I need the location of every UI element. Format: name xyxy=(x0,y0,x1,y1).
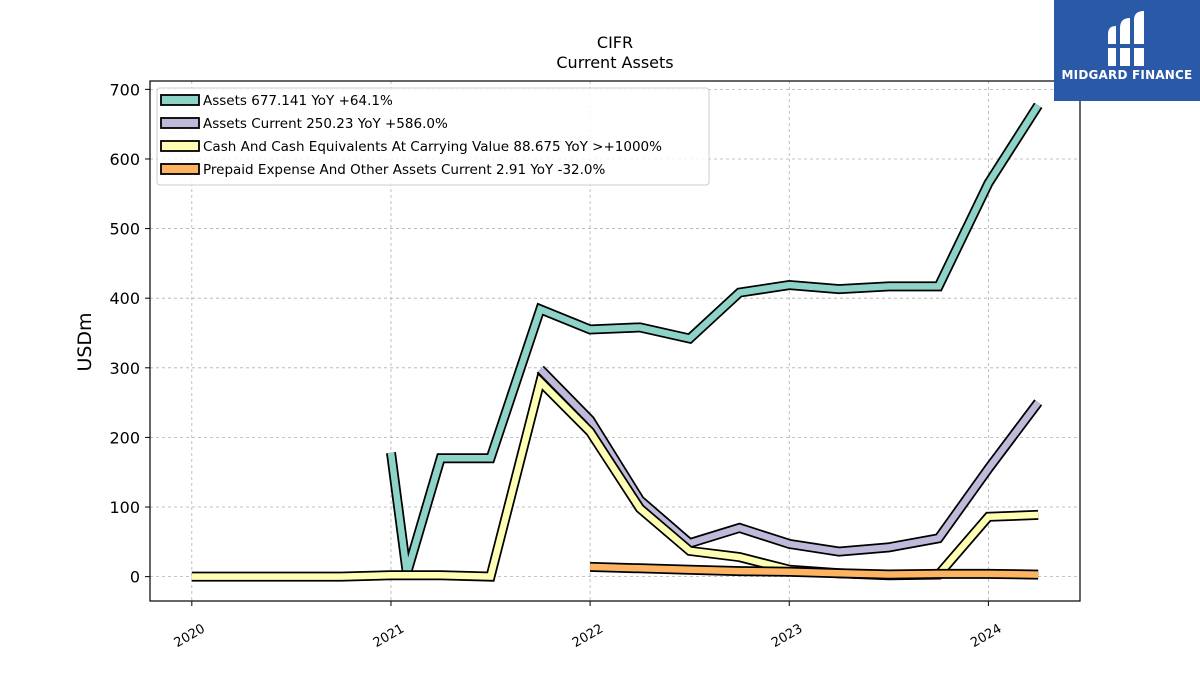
series-2 xyxy=(536,365,1043,557)
legend-label: Assets 677.141 YoY +64.1% xyxy=(203,93,393,109)
series-line xyxy=(387,103,1041,575)
y-tick-label: 400 xyxy=(109,289,140,308)
legend-swatch xyxy=(160,140,200,152)
y-tick-label: 500 xyxy=(109,220,140,239)
series-1 xyxy=(386,102,1043,575)
legend-item: Assets 677.141 YoY +64.1% xyxy=(160,93,393,109)
series-line xyxy=(537,366,1041,555)
plot-frame xyxy=(149,80,1081,602)
legend-box xyxy=(156,87,710,186)
legend-label: Assets Current 250.23 YoY +586.0% xyxy=(203,116,448,132)
logo-mark-icon xyxy=(1106,11,1146,66)
chart-subtitle: Current Assets xyxy=(556,53,673,72)
series-line xyxy=(590,563,1039,578)
legend-item: Cash And Cash Equivalents At Carrying Va… xyxy=(160,139,662,155)
y-tick-label: 0 xyxy=(130,568,140,587)
chart-title: CIFR xyxy=(597,33,633,52)
y-tick-label: 700 xyxy=(109,80,140,99)
y-axis-label: USDm xyxy=(74,312,96,371)
x-tick-label: 2021 xyxy=(371,621,407,651)
y-tick-label: 200 xyxy=(109,428,140,447)
legend-label: Cash And Cash Equivalents At Carrying Va… xyxy=(203,139,662,155)
y-tick-label: 600 xyxy=(109,150,140,169)
legend-swatch xyxy=(160,94,200,106)
legend-swatch xyxy=(160,117,200,129)
logo-text: MIDGARD FINANCE xyxy=(1061,68,1193,82)
series-layer xyxy=(191,102,1043,582)
x-tick-label: 2022 xyxy=(570,621,606,651)
legend-item: Assets Current 250.23 YoY +586.0% xyxy=(160,116,448,132)
legend-item: Prepaid Expense And Other Assets Current… xyxy=(160,162,606,178)
legend-label: Prepaid Expense And Other Assets Current… xyxy=(203,162,606,178)
x-tick-label: 2024 xyxy=(968,621,1004,651)
series-4 xyxy=(589,561,1039,580)
x-tick-label: 2020 xyxy=(172,621,208,651)
legend: Assets 677.141 YoY +64.1% Assets Current … xyxy=(156,87,710,186)
y-tick-label: 100 xyxy=(109,498,140,517)
y-tick-label: 300 xyxy=(109,359,140,378)
x-tick-label: 2023 xyxy=(769,621,805,651)
legend-swatch xyxy=(160,163,200,175)
midgard-finance-logo: MIDGARD FINANCE xyxy=(1054,0,1200,101)
